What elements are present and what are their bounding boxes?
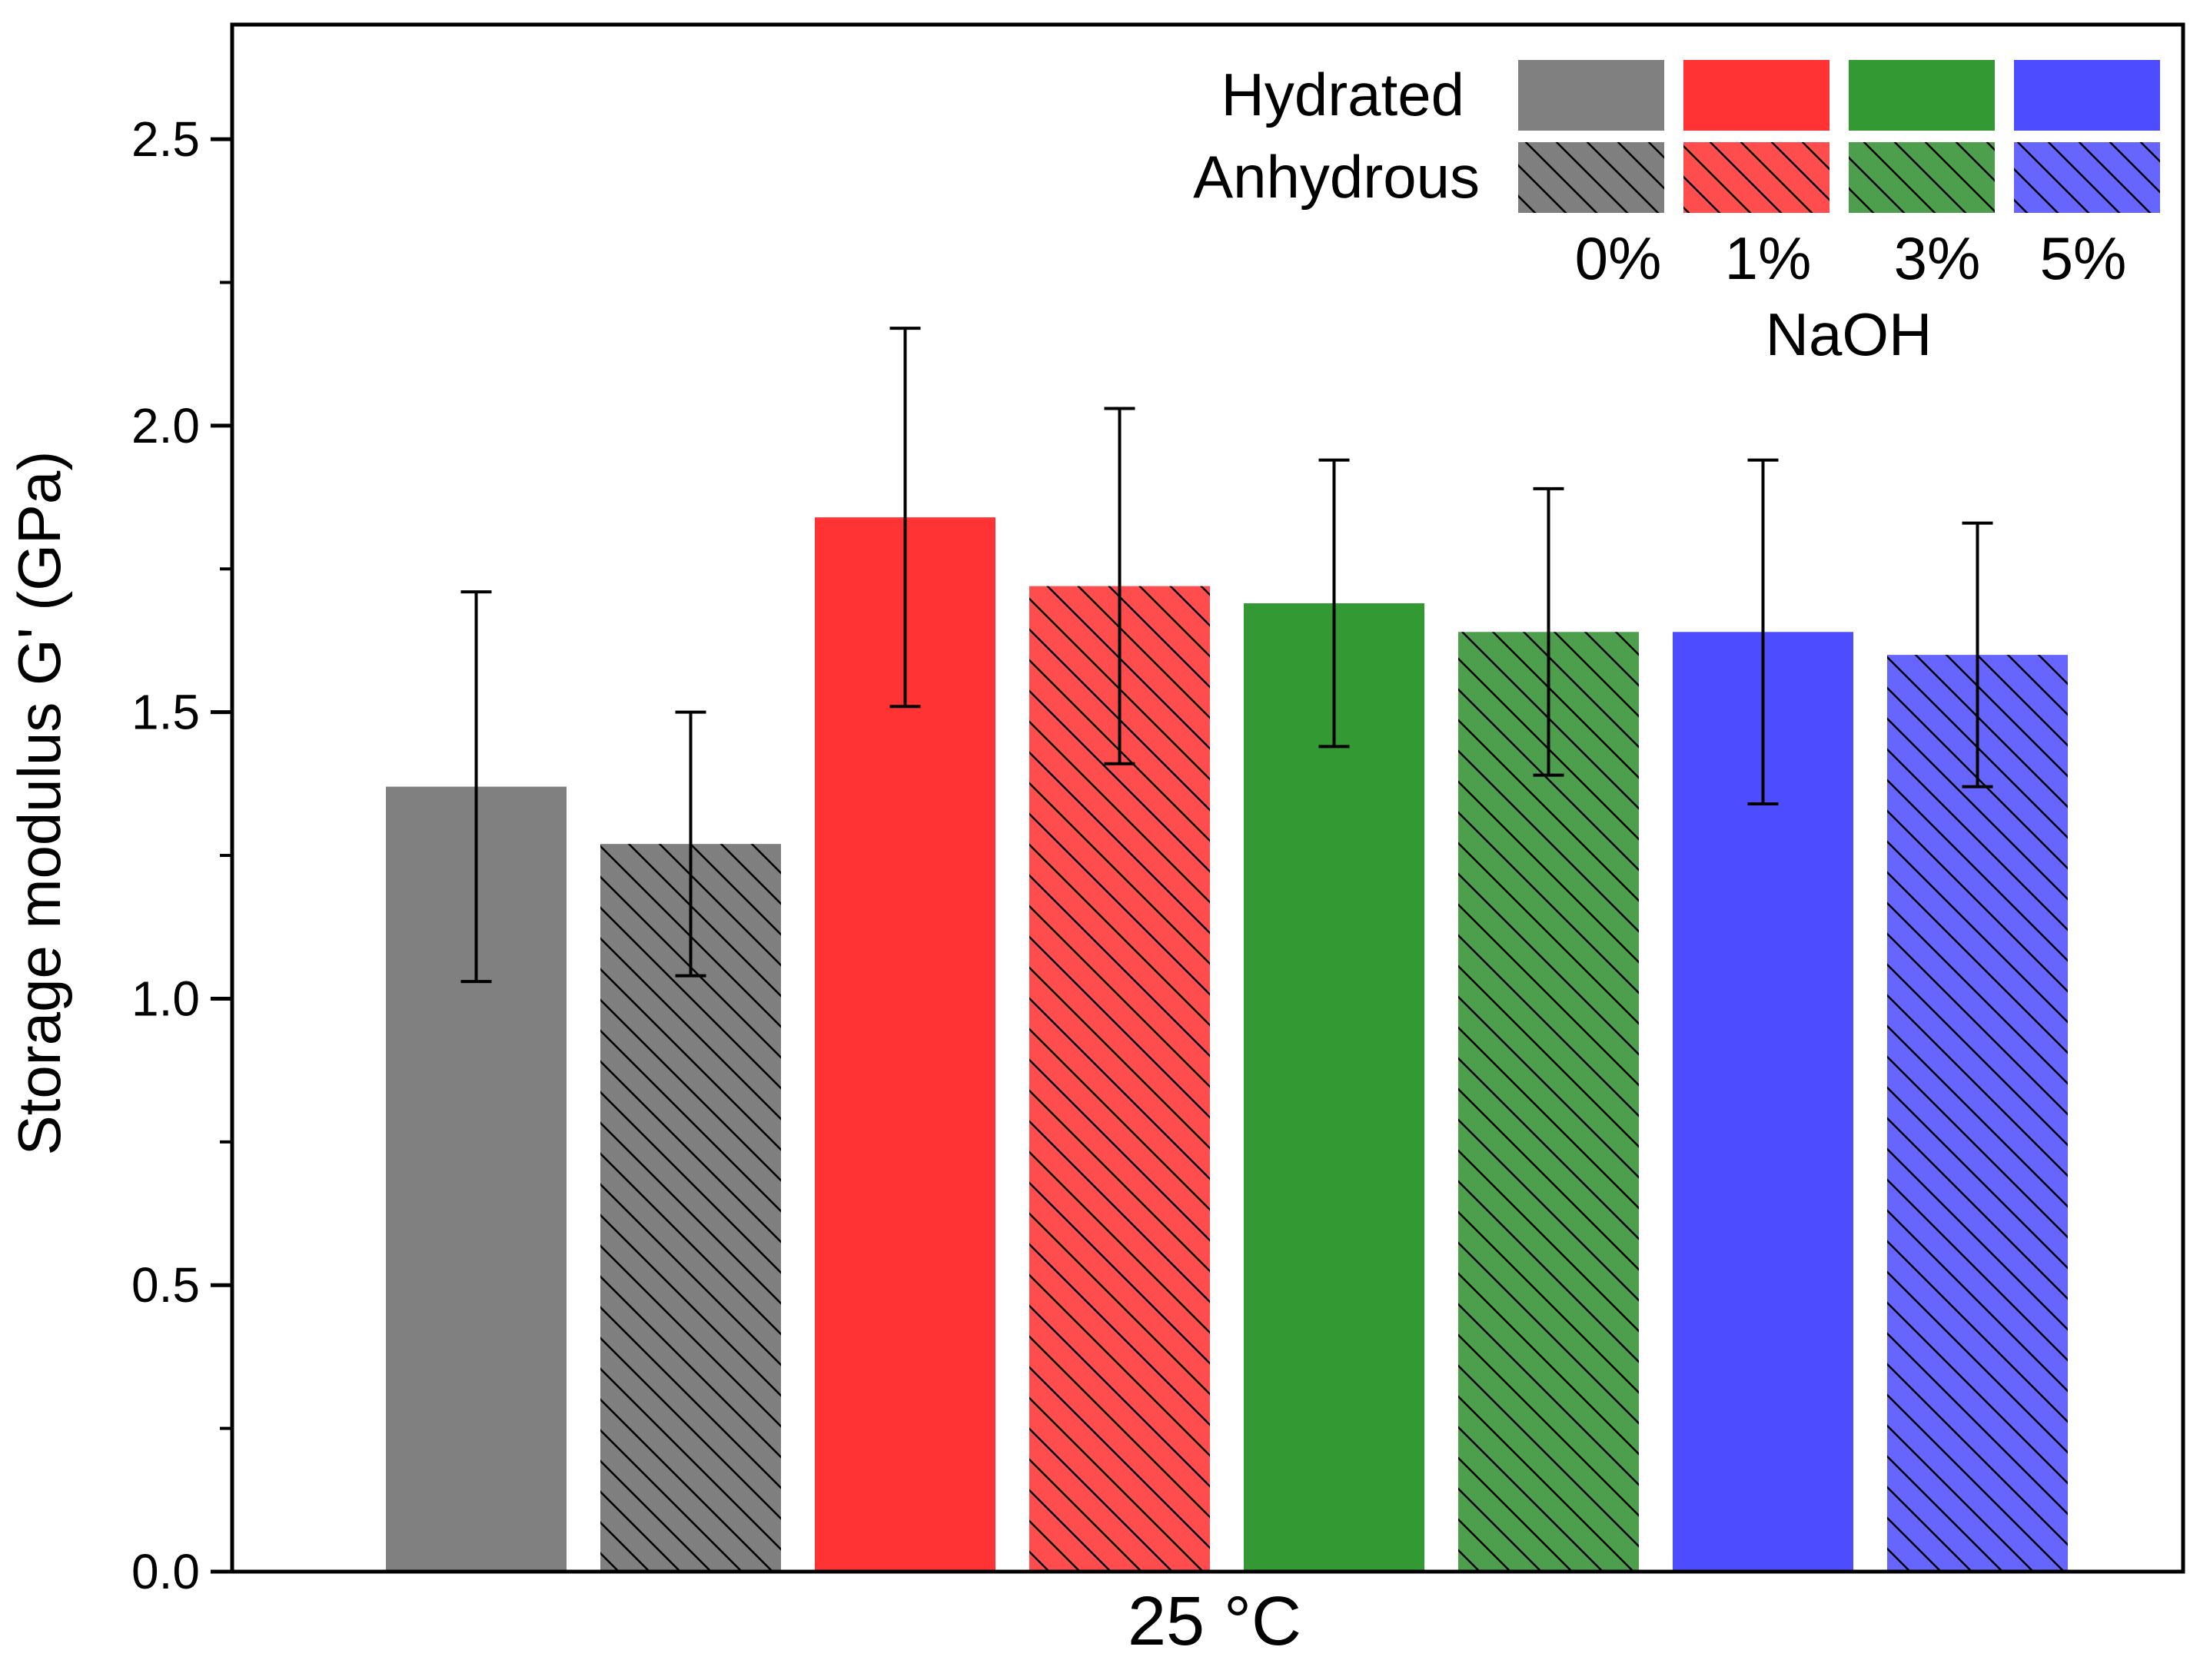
axes-layer: 0.0 0.5 1.0 1.5 2.0 2.5 xyxy=(131,22,2185,1599)
error-bar-5pct-anhydrous xyxy=(1962,521,1993,789)
error-bar-1pct-anhydrous xyxy=(1104,407,1135,765)
legend-swatch-hydrated-0pct xyxy=(1518,60,1664,131)
legend-swatch-hydrated-3pct xyxy=(1849,60,1995,131)
x-axis-label: 25 °C xyxy=(1128,1583,1301,1660)
error-bar-1pct-hydrated xyxy=(889,327,921,709)
legend-swatch-anhydrous-5pct xyxy=(2014,142,2160,213)
y-tick-label: 2.5 xyxy=(131,111,200,167)
plot-frame xyxy=(230,22,2185,1574)
legend-row-label-hydrated: Hydrated xyxy=(1221,61,1465,128)
legend-swatch-anhydrous-1pct xyxy=(1683,142,1829,213)
bars-layer xyxy=(386,517,2068,1572)
error-bar-3pct-hydrated xyxy=(1318,458,1350,749)
legend-swatch-anhydrous-0pct xyxy=(1518,142,1664,213)
error-bars-layer xyxy=(460,327,1993,984)
y-tick-label: 0.5 xyxy=(131,1257,200,1313)
legend-column-label: 0% xyxy=(1575,224,1662,292)
y-tick-label: 1.5 xyxy=(131,685,200,740)
error-bar-3pct-anhydrous xyxy=(1533,486,1564,777)
legend-column-label: 3% xyxy=(1894,224,1981,292)
y-axis-title: Storage modulus G' (GPa) xyxy=(5,451,73,1156)
y-tick-label: 0.0 xyxy=(131,1544,200,1599)
legend: Hydrated Anhydrous 0% 1% 3% 5% NaOH xyxy=(1193,60,2160,368)
bar-5pct-anhydrous xyxy=(1887,655,2068,1572)
error-bar-0pct-hydrated xyxy=(460,590,492,984)
error-bar-0pct-anhydrous xyxy=(675,710,706,978)
legend-swatch-hydrated-1pct xyxy=(1683,60,1829,131)
legend-column-title: NaOH xyxy=(1766,300,1933,368)
bar-3pct-anhydrous xyxy=(1458,632,1639,1572)
error-bar-5pct-hydrated xyxy=(1747,458,1779,805)
legend-swatch-hydrated-5pct xyxy=(2014,60,2160,131)
legend-column-label: 1% xyxy=(1725,224,1812,292)
y-tick-label: 1.0 xyxy=(131,971,200,1026)
legend-row-label-anhydrous: Anhydrous xyxy=(1193,143,1480,211)
bar-3pct-hydrated xyxy=(1244,603,1424,1572)
y-tick-label: 2.0 xyxy=(131,398,200,453)
legend-swatch-anhydrous-3pct xyxy=(1849,142,1995,213)
legend-column-label: 5% xyxy=(2040,224,2127,292)
